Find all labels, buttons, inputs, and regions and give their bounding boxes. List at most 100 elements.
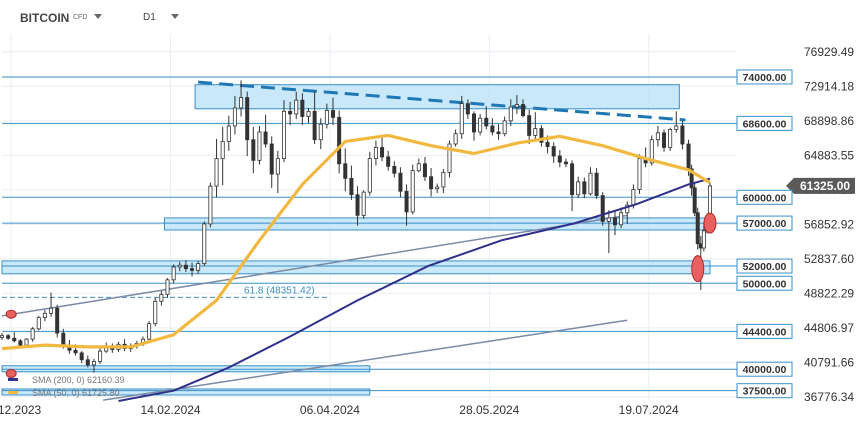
- candle: [226, 115, 231, 151]
- candle: [147, 321, 152, 341]
- candle: [551, 142, 556, 163]
- candle-body: [404, 190, 409, 213]
- candle: [202, 221, 207, 267]
- price-axis-tick: 76929.49: [804, 45, 854, 59]
- time-axis-tick: 19.07.2024: [619, 403, 679, 417]
- price-zone: [1, 260, 711, 275]
- candle-body: [318, 123, 323, 141]
- candle: [165, 278, 170, 298]
- candle-body: [245, 97, 250, 141]
- candle-body: [570, 163, 575, 196]
- candle-body: [386, 156, 391, 167]
- level-label-box: [736, 115, 793, 131]
- candle: [208, 182, 213, 228]
- candle-body: [337, 116, 342, 165]
- candle: [478, 113, 483, 136]
- candle-body: [196, 263, 201, 271]
- candle-body: [410, 170, 415, 213]
- timeframe-label[interactable]: D1: [143, 12, 156, 23]
- symbol-label[interactable]: BITCOIN: [20, 11, 70, 25]
- candle-body: [514, 104, 519, 108]
- candle: [410, 164, 415, 215]
- candle-body: [159, 294, 164, 302]
- symbol-type-label: CFD: [73, 14, 88, 21]
- candle-body: [563, 161, 568, 165]
- candle: [232, 95, 237, 135]
- time-axis: 24.12.2023 14.02.2024 06.04.2024 28.05.2024…: [0, 403, 679, 417]
- candle: [398, 167, 403, 198]
- candle-body: [153, 300, 158, 325]
- candle-body: [453, 133, 458, 145]
- candle: [337, 110, 342, 174]
- candle: [331, 97, 336, 126]
- candle-body: [502, 120, 507, 135]
- candle: [404, 184, 409, 226]
- candle-body: [24, 338, 29, 346]
- candle-body: [177, 264, 182, 268]
- candle-body: [73, 349, 78, 354]
- candle-body: [349, 177, 354, 196]
- candle-body: [521, 104, 526, 117]
- candle: [600, 192, 605, 226]
- level-label: 40000.00: [743, 364, 787, 376]
- level-label: 74000.00: [743, 72, 787, 84]
- candle-body: [527, 115, 532, 136]
- candle-body: [257, 131, 262, 161]
- candle: [514, 95, 519, 114]
- candle-body: [459, 103, 464, 135]
- candle: [508, 99, 513, 126]
- candle: [680, 120, 685, 150]
- candle: [263, 114, 268, 148]
- candle-body: [588, 172, 593, 195]
- candle-body: [551, 146, 556, 157]
- candle: [288, 101, 293, 126]
- candle: [612, 210, 617, 236]
- candle-body: [42, 312, 47, 319]
- candle: [453, 129, 458, 147]
- level-label: 50000.00: [743, 278, 787, 290]
- candle-body: [508, 106, 513, 122]
- candle: [239, 80, 244, 117]
- level-labels: 74000.00 68600.00 60000.00 57000.00 52000.00…: [736, 69, 793, 399]
- candle: [159, 290, 164, 306]
- price-zone: [194, 84, 680, 110]
- candle: [695, 207, 700, 250]
- candle: [153, 297, 158, 327]
- candle-body: [686, 143, 691, 170]
- candle: [447, 140, 452, 178]
- candle: [594, 168, 599, 200]
- candle-body: [619, 212, 624, 226]
- candle: [502, 116, 507, 137]
- highlight-marker: [691, 255, 705, 283]
- candle-body: [422, 163, 427, 178]
- sma-50-line: [1, 133, 711, 351]
- candle-body: [294, 99, 299, 115]
- candle-body: [471, 113, 476, 133]
- price-axis-tick: 36776.34: [804, 390, 854, 404]
- candle-body: [61, 332, 66, 346]
- candle: [606, 210, 611, 254]
- current-price-label: 61325.00: [800, 179, 850, 193]
- candle: [318, 118, 323, 150]
- candle: [49, 292, 54, 317]
- candle: [392, 161, 397, 178]
- candle-body: [435, 186, 440, 190]
- candle-body: [606, 217, 611, 222]
- candle: [496, 124, 501, 140]
- candle-body: [239, 97, 244, 109]
- time-axis-tick: 28.05.2024: [459, 403, 519, 417]
- level-label: 44400.00: [743, 326, 787, 338]
- timeframe-dropdown-chevron-icon[interactable]: [171, 14, 179, 19]
- candle-body: [447, 143, 452, 173]
- candle: [582, 177, 587, 199]
- candle-body: [165, 279, 170, 295]
- candle-body: [91, 361, 96, 366]
- candle-body: [695, 212, 700, 245]
- candle: [300, 93, 305, 126]
- candle-body: [625, 204, 630, 214]
- candle: [367, 151, 372, 196]
- candle: [441, 168, 446, 194]
- symbol-dropdown-chevron-icon[interactable]: [94, 14, 102, 19]
